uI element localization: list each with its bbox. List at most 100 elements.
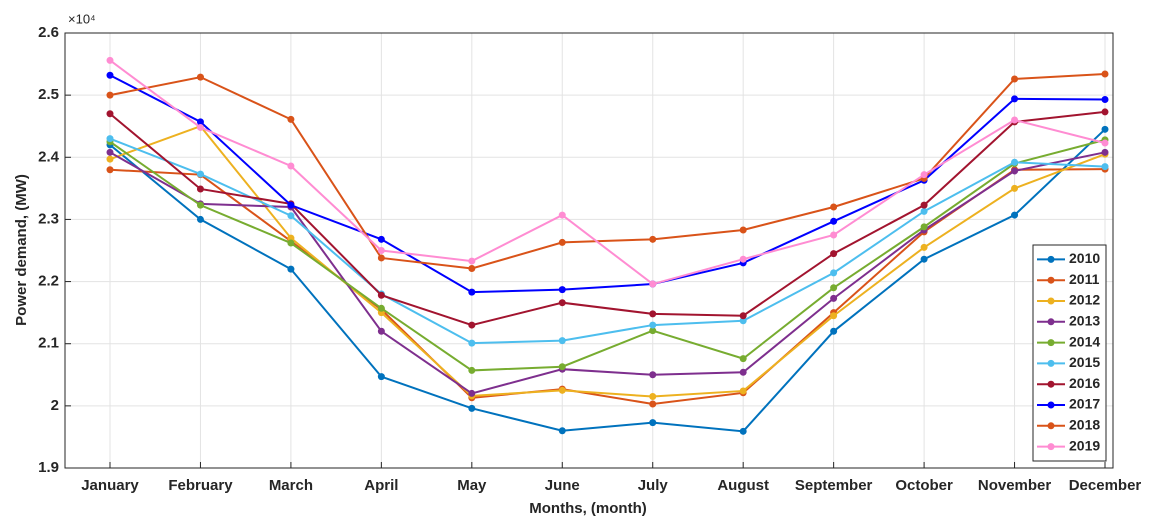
point (920, 255, 928, 263)
point (1101, 125, 1109, 133)
y-tick-label: 2.3 (38, 210, 59, 227)
point (106, 148, 114, 156)
point (377, 235, 385, 243)
point (739, 427, 747, 435)
x-tick-label: January (81, 477, 139, 494)
point (649, 280, 657, 288)
x-tick-label: November (978, 477, 1052, 494)
point (1011, 184, 1019, 192)
point (1101, 163, 1109, 171)
point (1011, 211, 1019, 219)
x-tick-label: October (895, 477, 953, 494)
point (739, 226, 747, 234)
point (739, 317, 747, 325)
point (830, 312, 838, 320)
point (920, 207, 928, 215)
point (739, 312, 747, 320)
point (558, 286, 566, 294)
series-line (109, 151, 1106, 395)
legend-label: 2019 (1069, 437, 1100, 453)
point (1101, 108, 1109, 116)
point (287, 234, 295, 242)
point (287, 115, 295, 123)
point (920, 223, 928, 231)
point (920, 201, 928, 209)
point (377, 373, 385, 381)
point (106, 155, 114, 163)
point (468, 257, 476, 265)
x-tick-label: March (269, 477, 313, 494)
point (196, 215, 204, 223)
point (377, 254, 385, 262)
point (1011, 167, 1019, 175)
point (377, 291, 385, 299)
legend-label: 2013 (1069, 313, 1100, 329)
point (739, 368, 747, 376)
point (468, 288, 476, 296)
legend-marker (1047, 359, 1055, 367)
point (377, 247, 385, 254)
point (558, 427, 566, 435)
y-tick-label: 2.2 (38, 273, 59, 290)
point (287, 162, 295, 170)
legend-marker (1047, 297, 1055, 305)
point (1101, 70, 1109, 78)
legend-marker (1047, 422, 1055, 430)
point (830, 217, 838, 225)
point (106, 135, 114, 143)
point (920, 171, 928, 179)
x-tick-label: July (638, 477, 669, 494)
point (649, 400, 657, 408)
point (106, 71, 114, 79)
series-line (109, 110, 1106, 327)
legend-marker (1047, 380, 1055, 388)
point (739, 387, 747, 395)
point (377, 304, 385, 312)
point (287, 212, 295, 220)
y-tick-label: 2 (51, 397, 59, 414)
point (649, 393, 657, 401)
x-axis-label: Months, (month) (529, 500, 646, 517)
point (468, 366, 476, 374)
series-line (109, 59, 1106, 286)
series-line (109, 138, 1106, 372)
point (920, 243, 928, 251)
legend-label: 2017 (1069, 396, 1100, 412)
legend-label: 2015 (1069, 354, 1100, 370)
point (468, 321, 476, 329)
point (1011, 75, 1019, 83)
point (196, 185, 204, 193)
point (468, 265, 476, 273)
point (558, 337, 566, 345)
legend-label: 2012 (1069, 292, 1100, 308)
point (558, 363, 566, 371)
point (558, 386, 566, 394)
point (830, 203, 838, 211)
series-line (109, 128, 1106, 433)
legend-marker (1047, 339, 1055, 347)
series-line (109, 168, 1106, 406)
point (739, 355, 747, 363)
point (468, 404, 476, 412)
y-tick-label: 1.9 (38, 459, 59, 476)
point (106, 166, 114, 174)
point (196, 201, 204, 209)
point (1011, 116, 1019, 124)
y-tick-label: 2.4 (38, 148, 60, 165)
point (468, 389, 476, 397)
x-tick-label: June (545, 477, 580, 494)
series-line (109, 73, 1106, 270)
point (106, 110, 114, 118)
point (739, 255, 747, 263)
x-tick-label: December (1069, 477, 1142, 494)
point (830, 231, 838, 239)
point (468, 339, 476, 347)
legend-marker (1047, 276, 1055, 284)
point (1011, 95, 1019, 103)
legend-label: 2010 (1069, 250, 1100, 266)
point (558, 211, 566, 219)
x-tick-label: May (457, 477, 487, 494)
legend-marker (1047, 401, 1055, 409)
legend-marker (1047, 443, 1055, 451)
